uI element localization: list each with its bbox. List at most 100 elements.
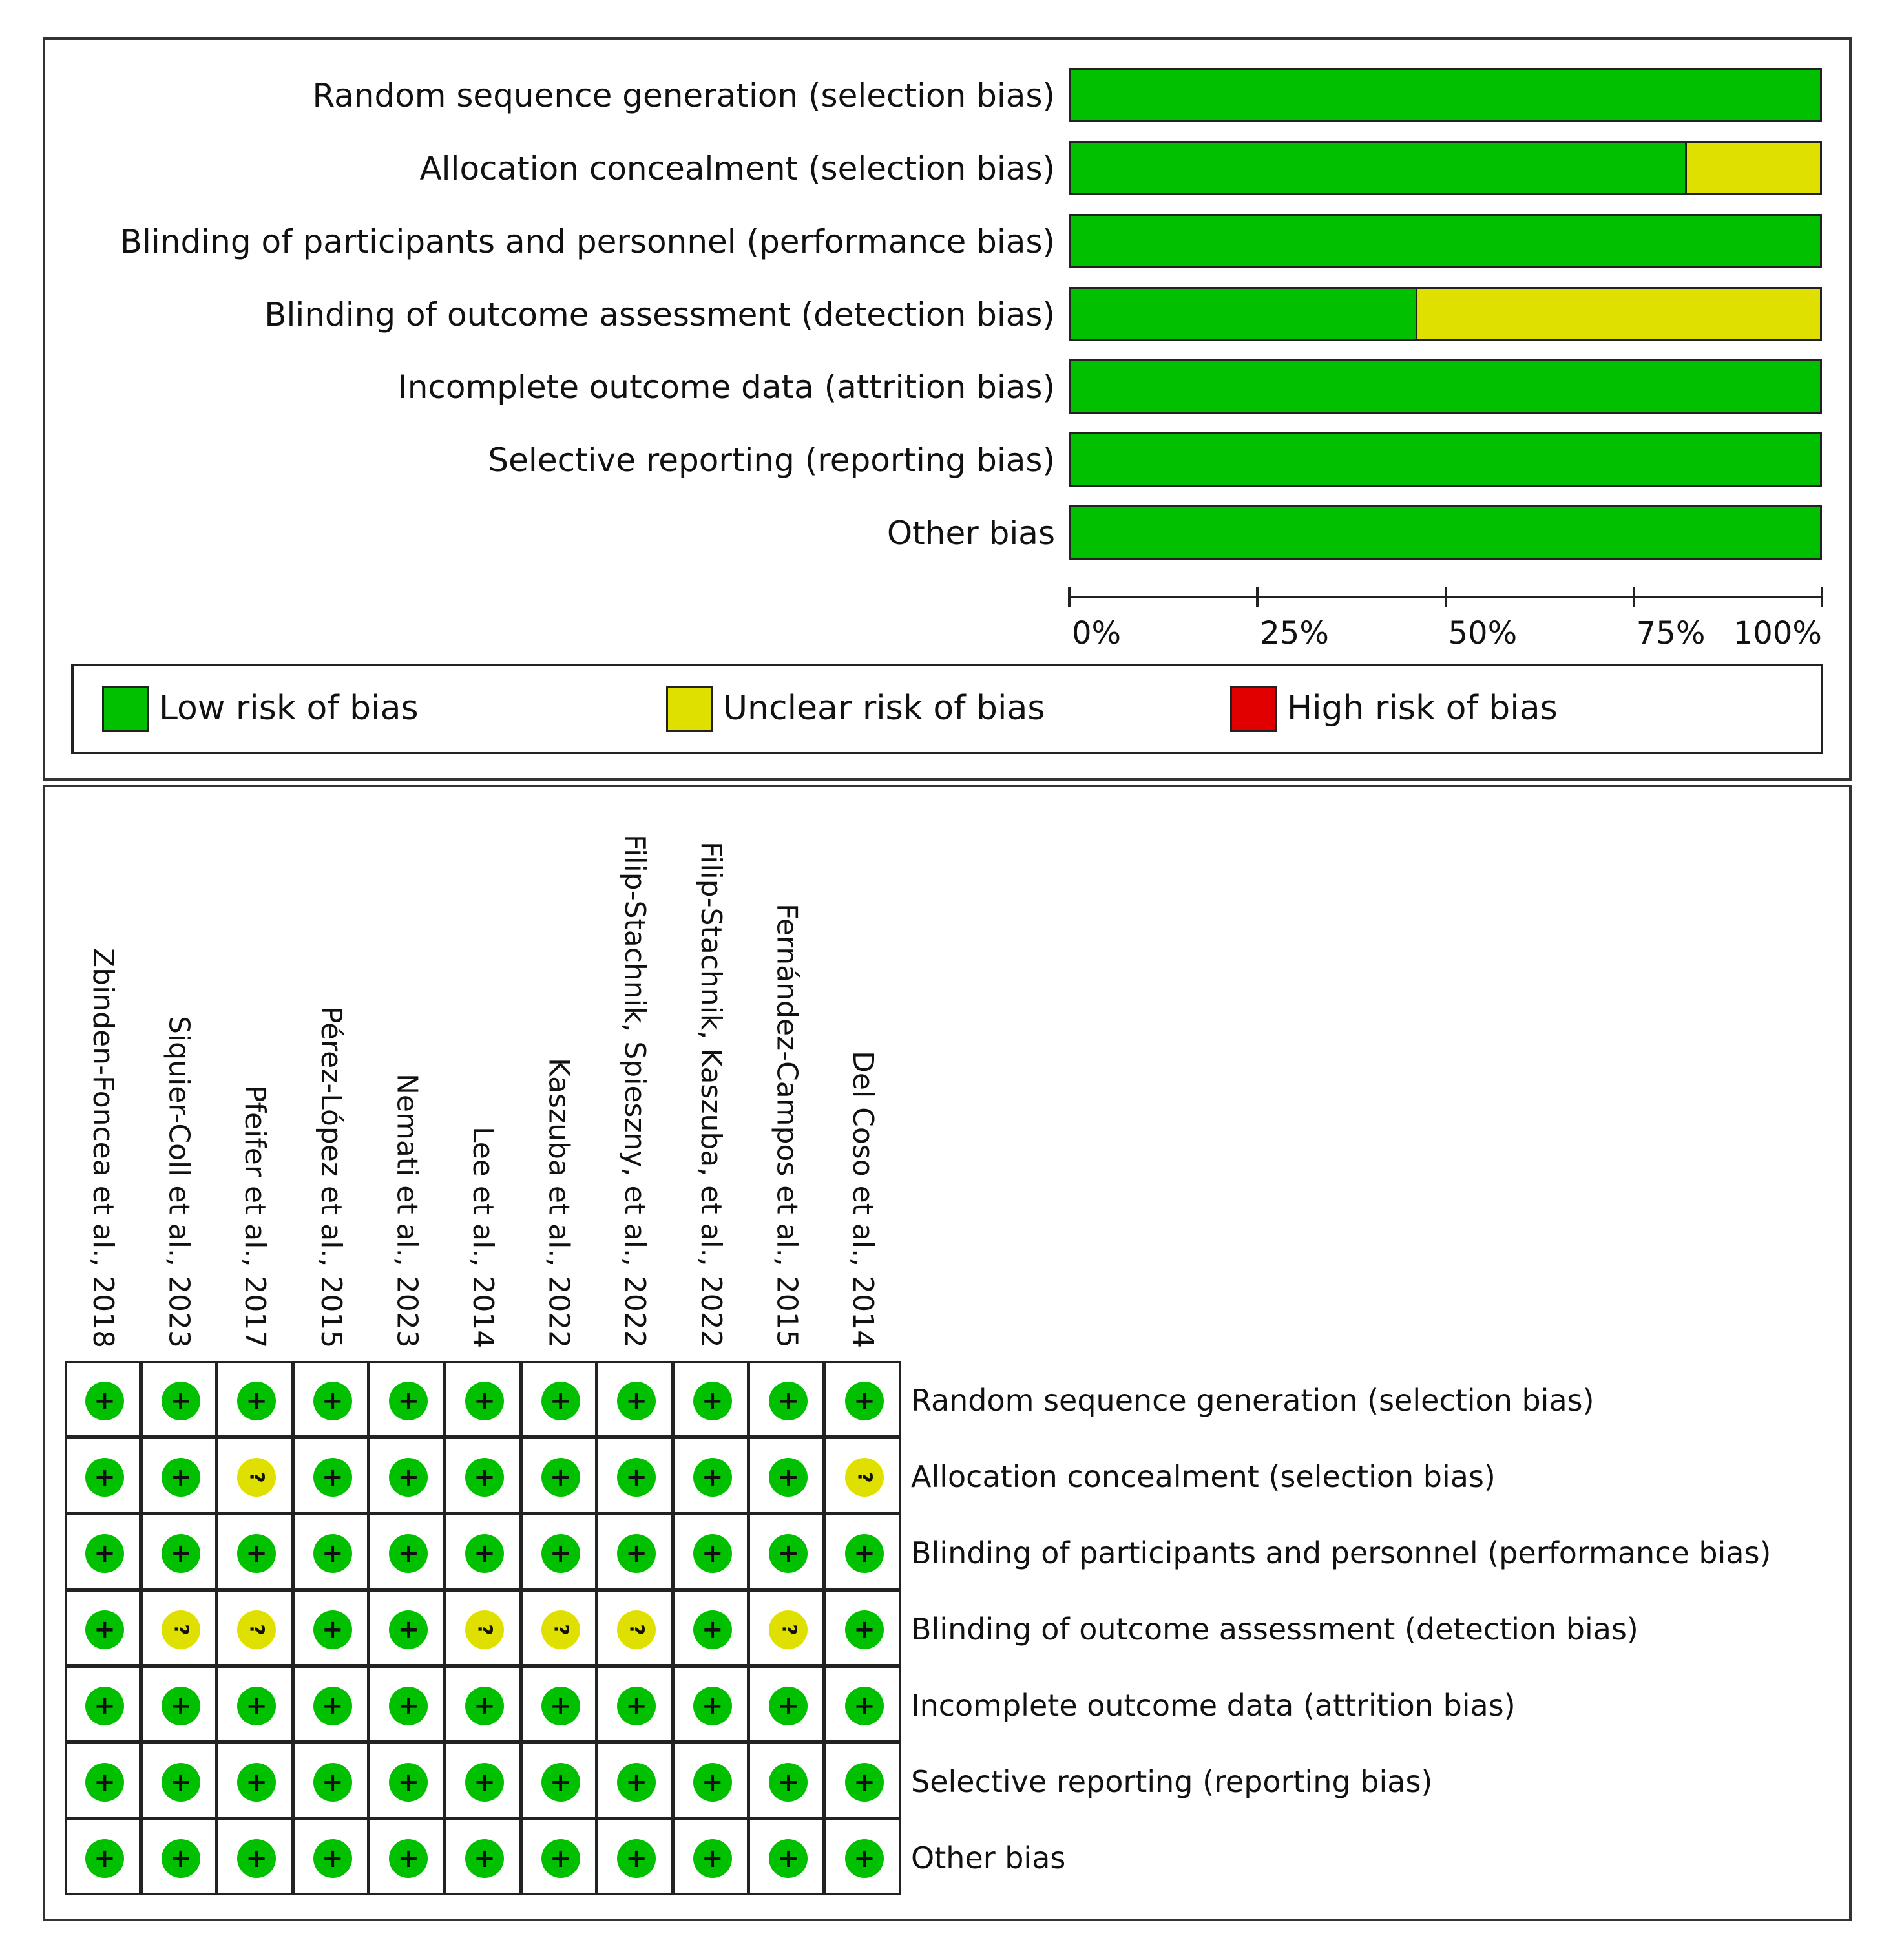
low-risk-icon: +: [389, 1839, 428, 1878]
low-risk-icon: +: [389, 1458, 428, 1497]
unclear-risk-icon: ?: [465, 1610, 504, 1649]
low-risk-icon: +: [769, 1458, 808, 1497]
summary-cell: +: [368, 1742, 445, 1818]
low-risk-icon: +: [313, 1382, 352, 1420]
bar-segment-low: [1071, 289, 1416, 339]
unclear-risk-icon: ?: [237, 1610, 277, 1649]
summary-cell: +: [748, 1513, 825, 1590]
x-tick-label: 75%: [1636, 615, 1706, 651]
low-risk-icon: +: [693, 1763, 732, 1802]
x-axis-tick: [1821, 587, 1823, 607]
study-label: Filip-Stachnik, Spieszny, et al., 2022: [596, 810, 673, 1348]
summary-cell: +: [748, 1361, 825, 1437]
study-label: Siquier-Coll et al., 2023: [141, 810, 217, 1348]
low-risk-icon: +: [161, 1763, 200, 1802]
graph-category-label: Incomplete outcome data (attrition bias): [397, 368, 1055, 406]
low-risk-icon: +: [313, 1839, 352, 1878]
low-risk-icon: +: [617, 1382, 656, 1420]
summary-cell: +: [824, 1361, 901, 1437]
graph-category-label: Random sequence generation (selection bi…: [312, 77, 1055, 114]
low-risk-icon: +: [541, 1458, 580, 1497]
summary-cell: +: [748, 1666, 825, 1742]
bar-segment-unclear: [1416, 289, 1820, 339]
study-label: Pfeifer et al., 2017: [216, 810, 293, 1348]
low-risk-icon: +: [237, 1382, 277, 1420]
summary-cell: +: [140, 1666, 217, 1742]
low-risk-icon: +: [617, 1458, 656, 1497]
low-risk-icon: +: [541, 1534, 580, 1573]
unclear-risk-icon: ?: [617, 1610, 656, 1649]
low-risk-icon: +: [161, 1382, 200, 1420]
summary-cell: +: [596, 1513, 673, 1590]
summary-cell: +: [292, 1590, 369, 1666]
low-risk-icon: +: [845, 1382, 884, 1420]
summary-cell: ?: [596, 1590, 673, 1666]
low-risk-icon: +: [617, 1763, 656, 1802]
summary-cell: +: [672, 1590, 749, 1666]
risk-of-bias-summary-panel: [43, 785, 1852, 1921]
summary-cell: +: [140, 1437, 217, 1513]
study-label-text: Filip-Stachnik, Kaszuba, et al., 2022: [694, 841, 727, 1348]
stacked-bar: [1069, 287, 1822, 341]
graph-category-label: Allocation concealment (selection bias): [419, 150, 1055, 187]
study-label-text: Filip-Stachnik, Spieszny, et al., 2022: [618, 834, 652, 1348]
low-risk-icon: +: [541, 1687, 580, 1725]
low-risk-icon: +: [161, 1839, 200, 1878]
low-risk-icon: +: [693, 1839, 732, 1878]
summary-cell: ?: [216, 1590, 293, 1666]
summary-cell: +: [216, 1742, 293, 1818]
bar-segment-low: [1071, 434, 1820, 485]
legend-swatch-high: [1230, 686, 1277, 732]
low-risk-icon: +: [769, 1687, 808, 1725]
summary-cell: +: [672, 1818, 749, 1895]
low-risk-icon: +: [85, 1534, 124, 1573]
low-risk-icon: +: [845, 1534, 884, 1573]
study-label: Lee et al., 2014: [444, 810, 521, 1348]
summary-cell: +: [140, 1361, 217, 1437]
summary-cell: +: [672, 1742, 749, 1818]
low-risk-icon: +: [161, 1687, 200, 1725]
summary-cell: +: [444, 1742, 521, 1818]
bar-segment-unclear: [1685, 143, 1820, 193]
summary-cell: ?: [444, 1590, 521, 1666]
graph-category-label: Blinding of participants and personnel (…: [120, 223, 1055, 260]
legend: Low risk of bias Unclear risk of bias Hi…: [71, 664, 1823, 754]
summary-cell: +: [748, 1818, 825, 1895]
summary-cell: +: [444, 1437, 521, 1513]
study-label-text: Lee et al., 2014: [466, 1126, 499, 1349]
low-risk-icon: +: [85, 1763, 124, 1802]
stacked-bar: [1069, 505, 1822, 560]
low-risk-icon: +: [693, 1534, 732, 1573]
x-axis-tick: [1256, 587, 1259, 607]
low-risk-icon: +: [85, 1610, 124, 1649]
low-risk-icon: +: [237, 1687, 277, 1725]
legend-label-high: High risk of bias: [1287, 689, 1558, 728]
summary-cell: +: [65, 1818, 141, 1895]
low-risk-icon: +: [693, 1458, 732, 1497]
stacked-bar: [1069, 141, 1822, 195]
summary-domain-label: Blinding of participants and personnel (…: [911, 1535, 1772, 1570]
summary-cell: +: [520, 1818, 597, 1895]
low-risk-icon: +: [313, 1763, 352, 1802]
low-risk-icon: +: [465, 1839, 504, 1878]
summary-cell: +: [596, 1361, 673, 1437]
bar-segment-low: [1071, 507, 1820, 558]
summary-cell: ?: [216, 1437, 293, 1513]
study-label-text: Fernández-Campos et al., 2015: [770, 903, 804, 1348]
summary-cell: +: [596, 1742, 673, 1818]
study-label-text: Pfeifer et al., 2017: [238, 1085, 272, 1349]
legend-swatch-low: [102, 686, 149, 732]
low-risk-icon: +: [693, 1382, 732, 1420]
summary-domain-label: Blinding of outcome assessment (detectio…: [911, 1612, 1638, 1647]
summary-cell: +: [216, 1666, 293, 1742]
low-risk-icon: +: [465, 1763, 504, 1802]
low-risk-icon: +: [237, 1763, 277, 1802]
low-risk-icon: +: [693, 1610, 732, 1649]
summary-cell: +: [292, 1437, 369, 1513]
summary-cell: +: [596, 1437, 673, 1513]
low-risk-icon: +: [237, 1839, 277, 1878]
x-tick-label: 50%: [1448, 615, 1518, 651]
summary-cell: +: [672, 1361, 749, 1437]
low-risk-icon: +: [161, 1458, 200, 1497]
unclear-risk-icon: ?: [769, 1610, 808, 1649]
